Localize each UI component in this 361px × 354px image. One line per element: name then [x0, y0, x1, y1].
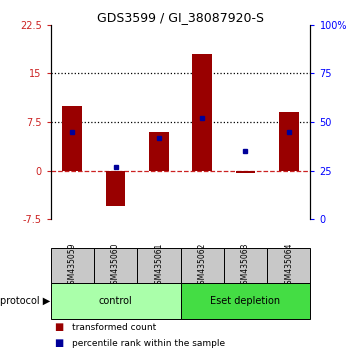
Text: ■: ■ [54, 322, 64, 332]
Text: GSM435063: GSM435063 [241, 242, 250, 289]
Title: GDS3599 / GI_38087920-S: GDS3599 / GI_38087920-S [97, 11, 264, 24]
FancyBboxPatch shape [180, 283, 310, 319]
Bar [192, 54, 212, 171]
FancyBboxPatch shape [51, 248, 94, 283]
Text: GSM435061: GSM435061 [155, 242, 163, 289]
Text: GSM435062: GSM435062 [198, 242, 206, 289]
FancyBboxPatch shape [224, 248, 267, 283]
Text: transformed count: transformed count [72, 323, 156, 332]
Text: GSM435060: GSM435060 [111, 242, 120, 289]
FancyBboxPatch shape [94, 248, 137, 283]
FancyBboxPatch shape [180, 248, 224, 283]
FancyBboxPatch shape [137, 248, 180, 283]
Text: ■: ■ [54, 338, 64, 348]
Text: protocol ▶: protocol ▶ [0, 296, 51, 306]
Bar [279, 113, 299, 171]
Text: GSM435064: GSM435064 [284, 242, 293, 289]
FancyBboxPatch shape [51, 283, 180, 319]
Bar [236, 171, 255, 173]
Bar [106, 171, 125, 206]
Text: Eset depletion: Eset depletion [210, 296, 280, 306]
Bar [149, 132, 169, 171]
Text: GSM435059: GSM435059 [68, 242, 77, 289]
Text: control: control [99, 296, 132, 306]
Text: percentile rank within the sample: percentile rank within the sample [72, 339, 225, 348]
FancyBboxPatch shape [267, 248, 310, 283]
Bar [62, 106, 82, 171]
